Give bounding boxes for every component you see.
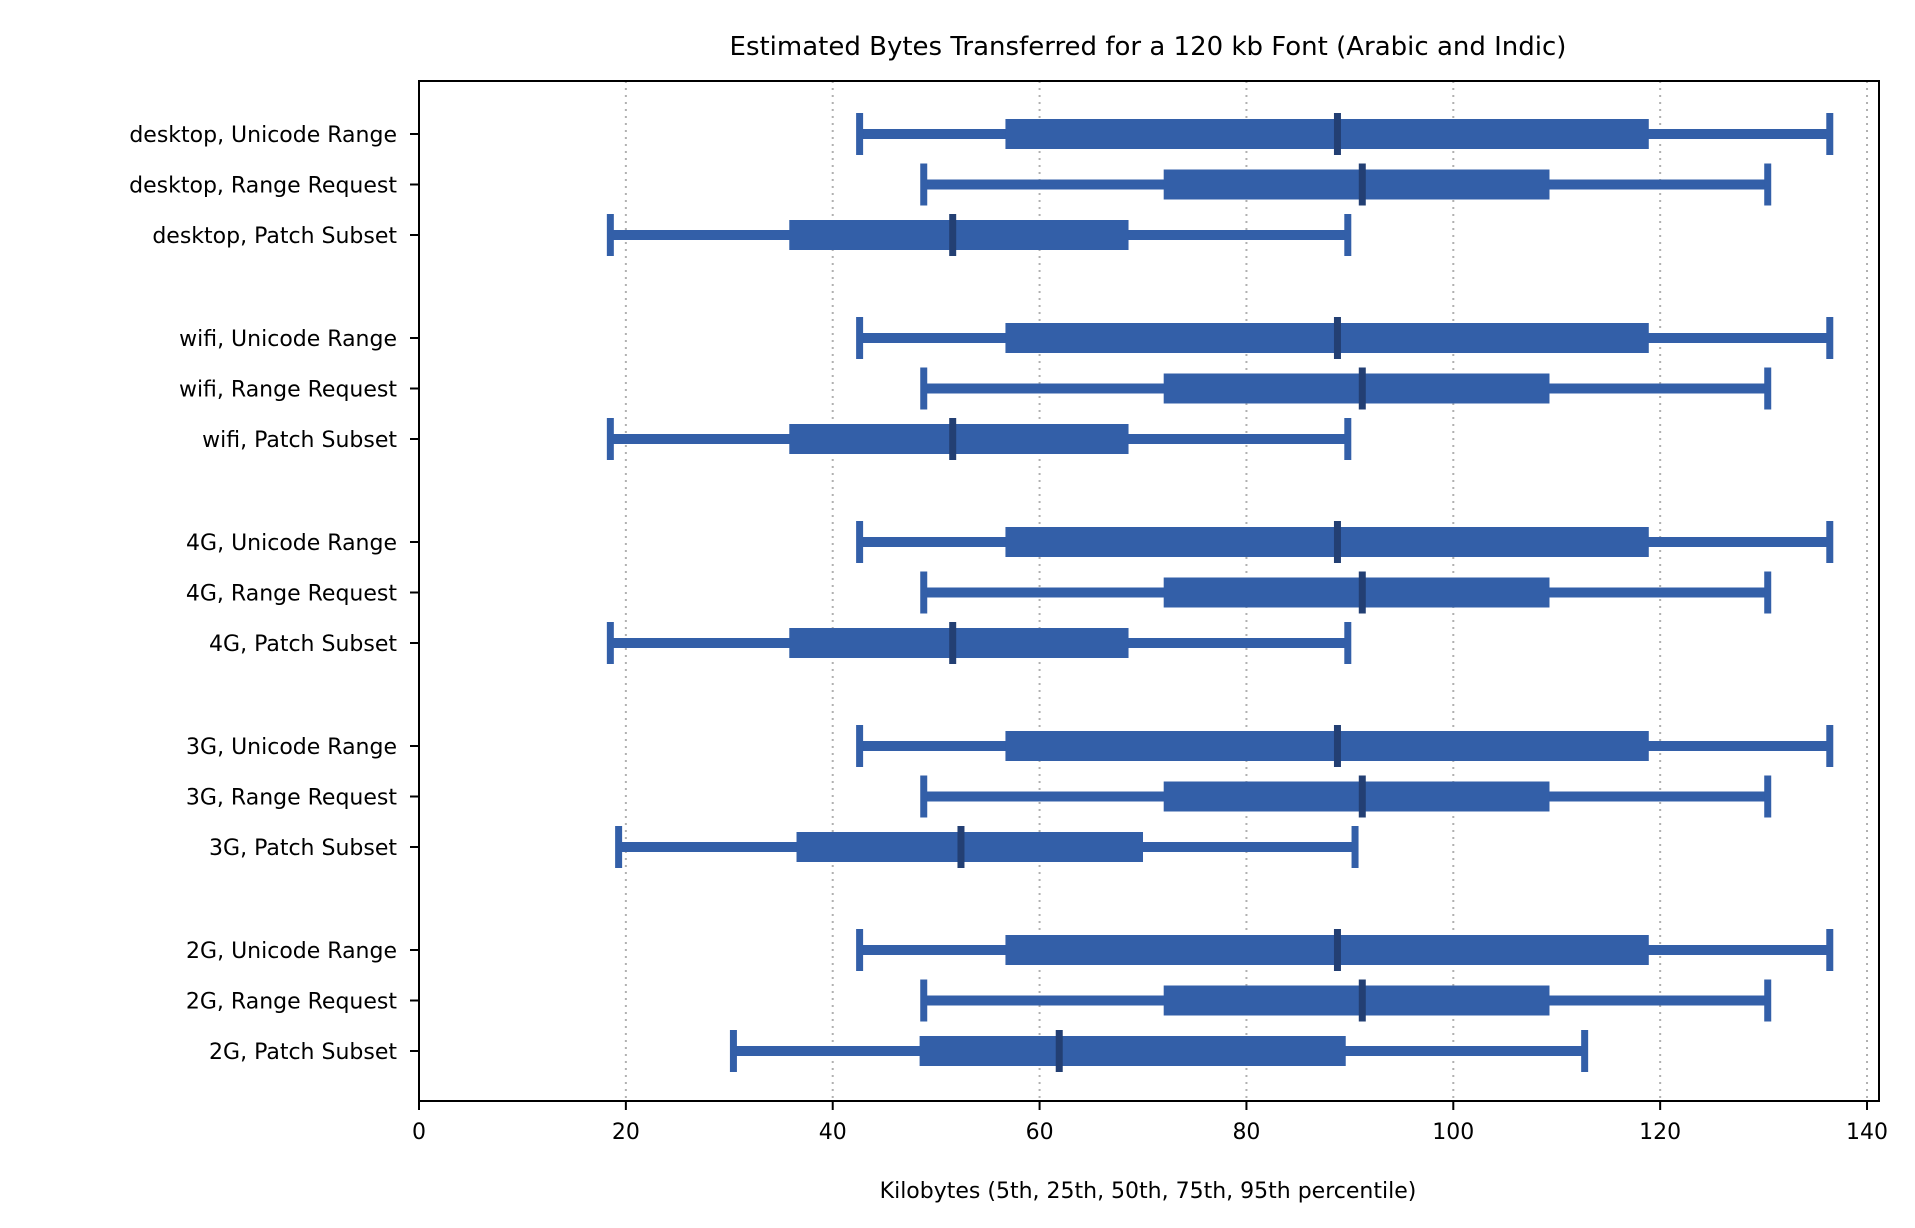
y-tick-label: desktop, Patch Subset xyxy=(152,224,397,249)
box-row xyxy=(920,367,1772,410)
box-row xyxy=(920,775,1772,818)
y-tick-label: 3G, Patch Subset xyxy=(209,836,397,861)
iqr-box xyxy=(789,628,1129,658)
iqr-box xyxy=(789,220,1129,250)
y-tick-label: wifi, Unicode Range xyxy=(179,327,397,352)
iqr-box xyxy=(1163,169,1550,200)
x-tick-label: 60 xyxy=(1026,1120,1054,1145)
box-row xyxy=(729,1030,1589,1072)
box-row xyxy=(606,214,1352,256)
iqr-box xyxy=(1005,323,1649,353)
y-tick-label: 3G, Range Request xyxy=(186,786,397,811)
y-tick-label: desktop, Range Request xyxy=(129,174,397,199)
iqr-box xyxy=(1005,119,1649,149)
iqr-box xyxy=(919,1036,1346,1066)
y-tick-label: 4G, Patch Subset xyxy=(209,632,397,657)
y-tick-label: 4G, Unicode Range xyxy=(186,531,397,556)
iqr-box xyxy=(1163,373,1550,404)
y-tick-label: wifi, Patch Subset xyxy=(202,428,397,453)
iqr-box xyxy=(1005,527,1649,557)
y-tick-label: wifi, Range Request xyxy=(179,378,397,403)
x-tick-label: 0 xyxy=(412,1120,426,1145)
y-tick-label: 4G, Range Request xyxy=(186,582,397,607)
x-tick-label: 80 xyxy=(1232,1120,1260,1145)
box-row xyxy=(920,979,1772,1022)
box-row xyxy=(856,929,1834,971)
iqr-box xyxy=(1005,731,1649,761)
marks xyxy=(606,113,1834,1072)
x-axis-label: Kilobytes (5th, 25th, 50th, 75th, 95th p… xyxy=(880,1179,1417,1204)
iqr-box xyxy=(1163,577,1550,608)
x-tick-label: 140 xyxy=(1846,1120,1888,1145)
iqr-box xyxy=(1163,985,1550,1016)
x-tick-label: 20 xyxy=(612,1120,640,1145)
grid xyxy=(624,81,1869,1101)
box-row xyxy=(856,113,1834,155)
box-row xyxy=(920,163,1772,206)
plot-frame xyxy=(418,80,1880,1102)
x-tick-label: 120 xyxy=(1639,1120,1681,1145)
box-row xyxy=(856,521,1834,563)
chart-title: Estimated Bytes Transferred for a 120 kb… xyxy=(730,32,1567,62)
iqr-box xyxy=(1005,935,1649,965)
y-tick-label: 2G, Patch Subset xyxy=(209,1040,397,1065)
box-row xyxy=(856,317,1834,359)
box-row xyxy=(606,622,1352,664)
x-tick-label: 40 xyxy=(819,1120,847,1145)
y-tick-label: desktop, Unicode Range xyxy=(129,123,397,148)
box-row xyxy=(606,418,1352,460)
box-row xyxy=(615,826,1359,868)
box-row xyxy=(856,725,1834,767)
y-tick-label: 3G, Unicode Range xyxy=(186,735,397,760)
y-tick-label: 2G, Range Request xyxy=(186,990,397,1015)
y-tick-label: 2G, Unicode Range xyxy=(186,939,397,964)
iqr-box xyxy=(789,424,1129,454)
iqr-box xyxy=(1163,781,1550,812)
iqr-box xyxy=(796,832,1144,862)
box-row xyxy=(920,571,1772,614)
x-tick-label: 100 xyxy=(1432,1120,1474,1145)
axes: 0 20 40 60 80 100 120 140 desktop, Unicode Range… xyxy=(129,123,1888,1145)
